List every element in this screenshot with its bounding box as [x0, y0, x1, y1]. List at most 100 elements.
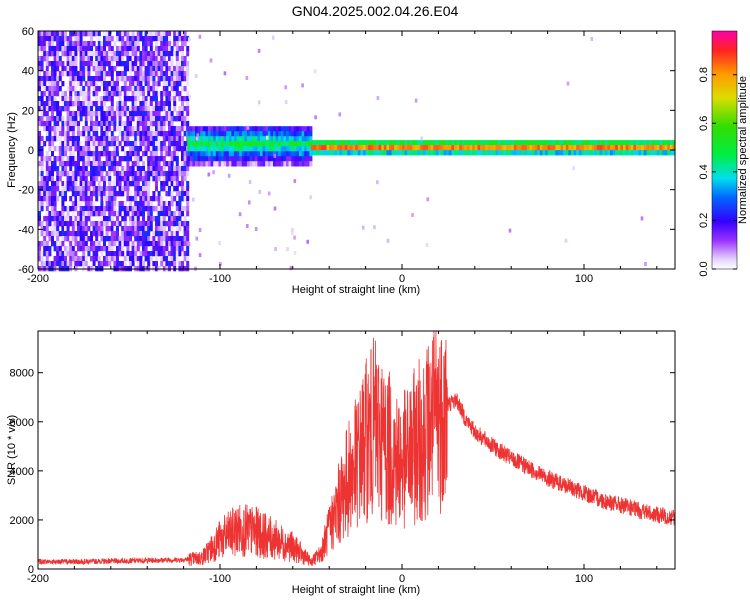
spectrogram-cell: [40, 111, 44, 117]
spectrogram-cell: [105, 61, 109, 67]
spectrogram-cell: [134, 221, 138, 227]
spectrogram-cell: [183, 241, 187, 247]
spectrogram-cell: [53, 96, 57, 102]
spectrogram-cell: [170, 211, 174, 217]
spectrogram-cell: [178, 81, 182, 87]
spectrogram-cell: [334, 145, 338, 151]
spectrogram-cell: [301, 136, 305, 142]
spectrogram-cell: [51, 111, 54, 117]
spectrogram-cell: [121, 111, 125, 117]
spectrogram-cell: [45, 76, 49, 82]
spectrogram-cell: [170, 121, 174, 127]
spectrogram-cell: [105, 161, 109, 167]
spectrogram-cell: [568, 140, 572, 146]
spectrogram-cell: [461, 150, 465, 156]
spectrogram-cell: [283, 131, 287, 137]
spectrogram-cell: [659, 140, 663, 146]
spectrogram-cell: [152, 66, 156, 72]
spectrogram-cell: [134, 66, 138, 72]
spectrogram-cell: [149, 251, 153, 257]
spectrogram-cell: [144, 116, 148, 122]
spectrogram-cell: [108, 61, 112, 67]
spectrogram-cell: [628, 150, 632, 156]
spectrogram-cell: [87, 86, 91, 92]
spectrogram-cell: [160, 196, 164, 202]
spectrogram-cell: [524, 150, 528, 156]
spectrogram-cell: [131, 31, 135, 37]
spectrogram-cell: [87, 61, 91, 67]
spectrogram-cell: [187, 241, 191, 246]
spectrogram-cell: [347, 140, 351, 146]
colorbar-gradient: [711, 30, 738, 270]
spectrogram-cell: [149, 206, 153, 212]
spectrogram-cell: [178, 246, 182, 252]
spectrogram-cell: [74, 251, 78, 257]
spectrogram-cell: [56, 56, 60, 62]
spectrogram-cell: [247, 131, 250, 137]
spectrogram-cell: [350, 150, 353, 156]
spectrogram-cell: [103, 46, 106, 52]
spectrogram-cell: [84, 96, 88, 102]
spectrogram-cell: [532, 150, 535, 156]
spectrogram-cell: [69, 56, 73, 62]
spectrogram-cell: [87, 211, 91, 217]
spectrogram-cell: [136, 106, 140, 112]
spectrogram-cell: [90, 256, 93, 262]
spectrogram-cell: [74, 146, 78, 152]
spectrogram-cell: [373, 150, 377, 156]
spectrogram-cell: [192, 126, 196, 132]
spectrogram-cell: [116, 31, 119, 37]
spectrogram-cell: [92, 76, 96, 82]
spectrogram-cell: [435, 140, 439, 146]
spectrogram-cell: [108, 106, 112, 112]
spectrogram-cell: [56, 46, 60, 52]
spectrogram-cell: [87, 106, 91, 112]
spectrogram-cell: [77, 141, 80, 147]
spectrogram-cell: [66, 111, 70, 117]
spectrogram-cell: [576, 150, 580, 156]
spectrogram-cell: [396, 145, 400, 151]
spectrogram-cell: [84, 151, 88, 157]
spectrogram-cell: [110, 66, 114, 72]
spectrogram-cell: [92, 261, 96, 267]
spectrogram-cell: [61, 261, 65, 267]
spectrogram-cell: [97, 221, 101, 227]
spectrogram-cell: [254, 161, 258, 167]
spectrogram-cell: [136, 246, 140, 252]
spectrogram-cell: [79, 66, 83, 72]
spectrogram-cell: [529, 140, 533, 146]
spectrogram-cell: [51, 226, 54, 232]
spectrogram-cell: [113, 56, 117, 62]
spectrogram-cell: [71, 161, 75, 167]
spectrogram-cell: [157, 211, 161, 217]
spectrogram-cell: [299, 141, 302, 147]
spectrogram-cell: [82, 246, 86, 252]
spectrogram-cell: [118, 176, 122, 182]
snr-xtick-label: -100: [209, 573, 231, 585]
spectrogram-cell: [87, 171, 91, 177]
spectrogram-cell: [215, 146, 219, 152]
spectrogram-cell: [503, 150, 507, 156]
spectrogram-cell: [38, 241, 41, 247]
spectrogram-cell: [521, 145, 525, 151]
spectrogram-cell: [612, 140, 616, 146]
spectrogram-cell: [545, 140, 548, 146]
spectrogram-cell: [157, 126, 161, 132]
spectrogram-cell: [58, 216, 62, 222]
spectrogram-cell: [45, 221, 49, 227]
spectrogram-cell: [64, 226, 67, 232]
spectrogram-cell: [56, 156, 60, 162]
spectrogram-cell: [58, 61, 62, 67]
spectrogram-cell: [58, 71, 62, 77]
spectrogram-cell: [260, 126, 263, 132]
spectrogram-cell: [53, 126, 57, 132]
spectrogram-cell: [386, 145, 390, 151]
spectrogram-cell: [202, 151, 206, 157]
spectrogram-cell: [149, 71, 153, 77]
spectrogram-cell: [69, 81, 73, 87]
spectrogram-cell: [338, 112, 342, 117]
spectrogram-cell: [168, 151, 171, 157]
spectrogram-cell: [108, 181, 112, 187]
spectrogram-cell: [503, 140, 507, 146]
spectrogram-cell: [123, 46, 127, 52]
